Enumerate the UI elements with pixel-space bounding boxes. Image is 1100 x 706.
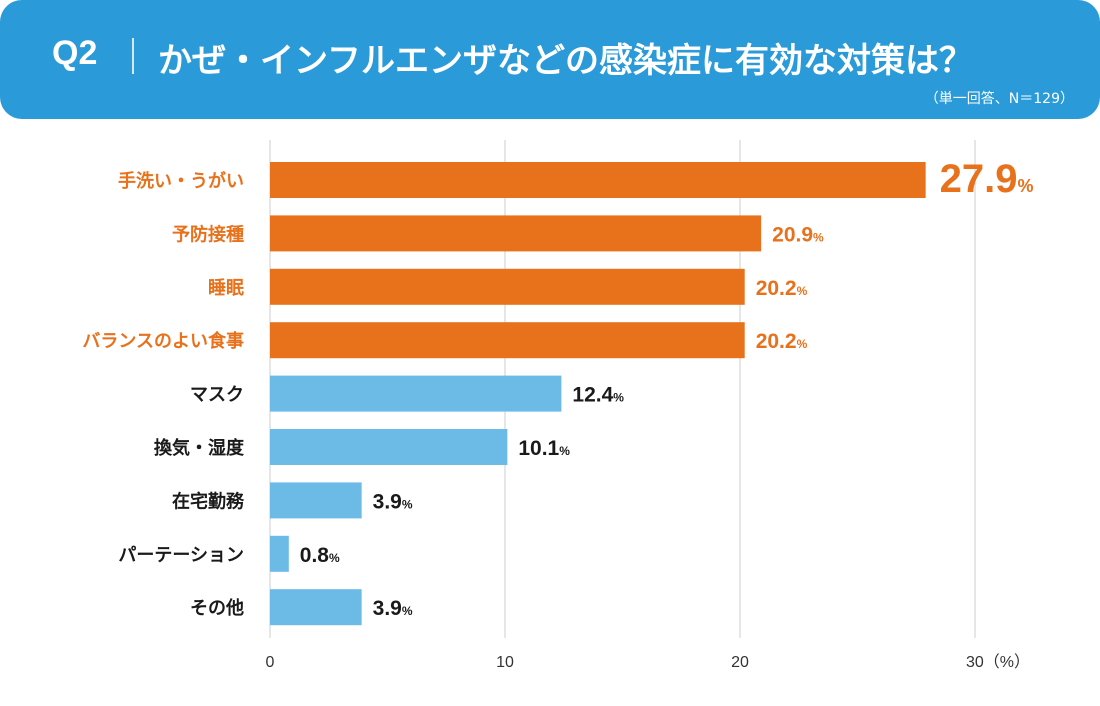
value-label: 0.8% xyxy=(300,544,340,567)
bar xyxy=(270,268,745,305)
bar xyxy=(270,162,926,198)
value-label: 12.4% xyxy=(572,384,624,407)
category-label: 睡眠 xyxy=(208,278,244,299)
value-label: 20.2% xyxy=(756,330,808,353)
category-label: 換気・湿度 xyxy=(154,437,245,459)
category-label: 予防接種 xyxy=(172,223,244,245)
category-label: その他 xyxy=(190,597,244,619)
response-note: （単一回答、N＝129） xyxy=(924,91,1074,107)
bar xyxy=(270,215,762,252)
question-header: Q2 かぜ・インフルエンザなどの感染症に有効な対策は？ （単一回答、N＝129） xyxy=(0,0,1100,119)
value-label: 20.9% xyxy=(772,223,824,246)
category-label: 手洗い・うがい xyxy=(118,170,244,192)
value-label: 3.9% xyxy=(373,490,413,513)
bar xyxy=(270,589,362,626)
x-tick-label: 0 xyxy=(266,654,275,671)
bar xyxy=(270,375,562,412)
category-label: 在宅勤務 xyxy=(172,490,245,512)
category-label: マスク xyxy=(190,385,244,406)
x-tick-label: 30（%） xyxy=(966,653,1030,671)
value-label: 3.9% xyxy=(373,597,413,620)
bar xyxy=(270,535,289,572)
category-label: バランスのよい食事 xyxy=(82,330,244,352)
category-label: パーテーション xyxy=(118,545,244,566)
value-label: 20.2% xyxy=(756,277,808,300)
question-title: かぜ・インフルエンザなどの感染症に有効な対策は？ xyxy=(158,41,973,81)
bar xyxy=(270,322,745,359)
bar xyxy=(270,482,362,519)
bar xyxy=(270,429,508,465)
x-tick-label: 10 xyxy=(496,654,514,671)
bar-chart: 0 10 20 30（%） 手洗い・うがい 27.9% 予防接種 20.9% 睡眠 20.2% バラ… xyxy=(82,140,1034,671)
value-label: 10.1% xyxy=(518,437,570,460)
value-label: 27.9% xyxy=(940,157,1034,201)
header-divider xyxy=(132,38,134,74)
question-number: Q2 xyxy=(52,34,98,72)
x-tick-label: 20 xyxy=(731,654,749,671)
